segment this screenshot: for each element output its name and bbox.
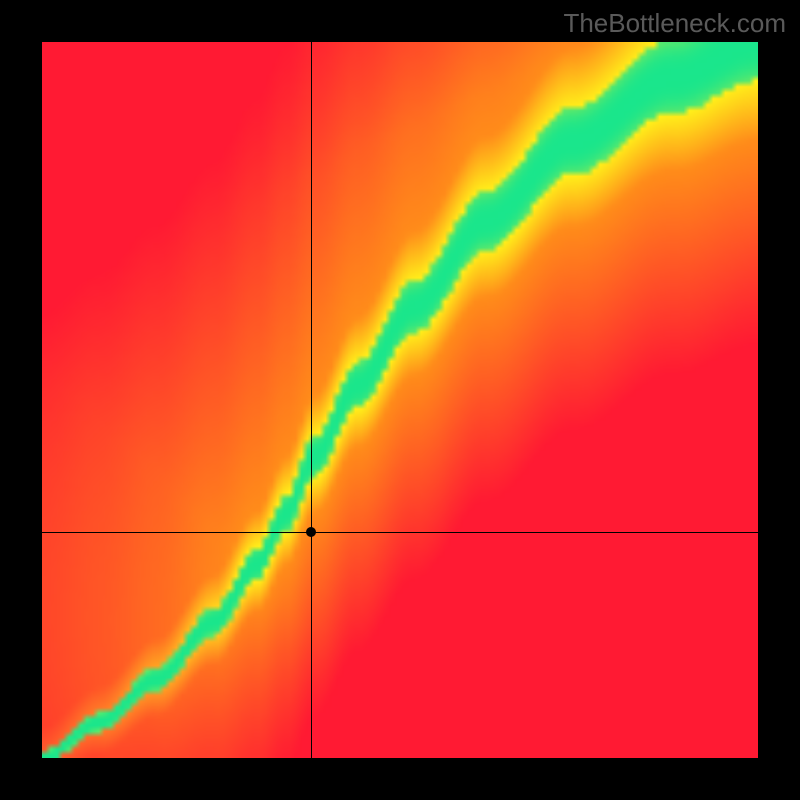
crosshair-vertical bbox=[311, 42, 312, 758]
marker-dot bbox=[306, 527, 316, 537]
watermark-text: TheBottleneck.com bbox=[563, 8, 786, 39]
chart-container: TheBottleneck.com bbox=[0, 0, 800, 800]
heatmap-canvas bbox=[42, 42, 758, 758]
crosshair-horizontal bbox=[42, 532, 758, 533]
plot-area bbox=[42, 42, 758, 758]
